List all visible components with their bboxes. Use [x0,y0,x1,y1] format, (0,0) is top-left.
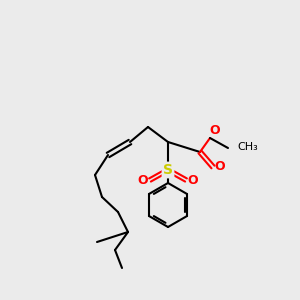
Text: O: O [215,160,225,173]
Text: O: O [138,173,148,187]
Text: S: S [163,163,173,177]
Text: CH₃: CH₃ [237,142,258,152]
Text: O: O [188,173,198,187]
Text: O: O [210,124,220,137]
